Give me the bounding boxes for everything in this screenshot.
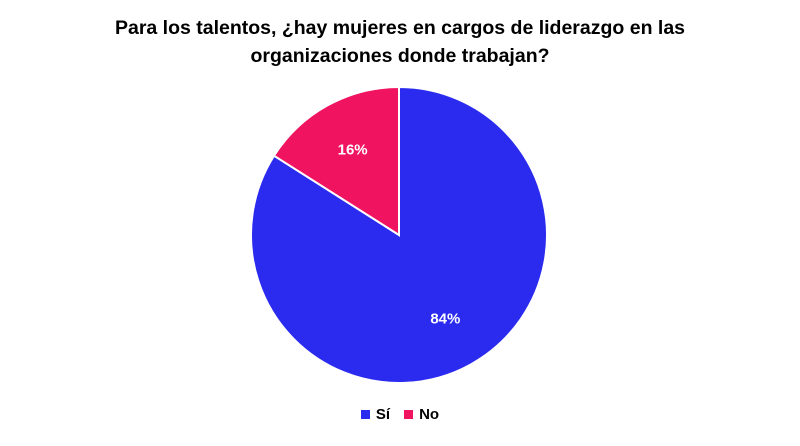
chart-legend: Sí No: [0, 406, 800, 423]
chart-title: Para los talentos, ¿hay mujeres en cargo…: [0, 14, 800, 70]
chart-title-line-2: organizaciones donde trabajan?: [250, 45, 550, 67]
legend-swatch-si: [360, 410, 370, 419]
data-label-no: 16%: [338, 142, 368, 159]
data-label-si: 84%: [430, 310, 460, 327]
legend-label-si: Sí: [375, 406, 391, 423]
chart-title-line-1: Para los talentos, ¿hay mujeres en cargo…: [114, 17, 686, 39]
pie-slice-no: [272, 85, 400, 237]
legend-swatch-no: [404, 410, 414, 419]
legend-item-no: No: [404, 406, 439, 423]
legend-item-si: Sí: [360, 406, 391, 423]
legend-label-no: No: [419, 406, 440, 423]
